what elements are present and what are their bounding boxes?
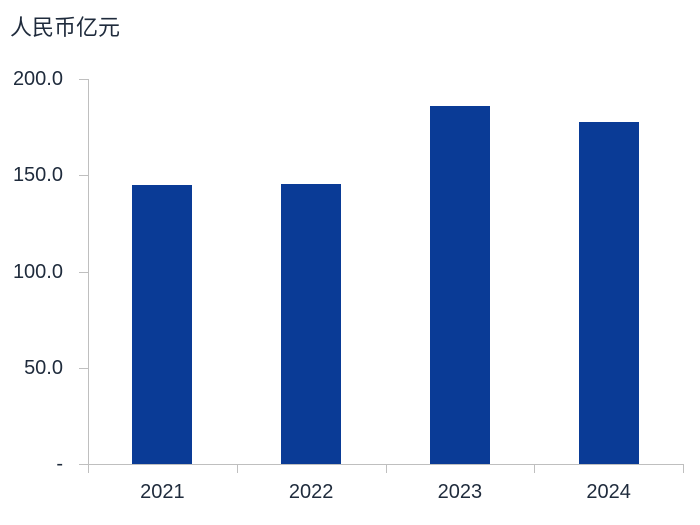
x-axis-tick	[236, 464, 238, 473]
y-tick-label: 50.0	[24, 356, 63, 379]
y-axis-tick	[79, 175, 88, 177]
y-axis-tick	[79, 367, 88, 369]
x-tick-label: 2022	[288, 481, 334, 503]
y-axis-tick	[79, 464, 88, 465]
x-tick-label: 2023	[437, 481, 483, 503]
bar	[578, 121, 639, 464]
y-tick-label: 150.0	[12, 164, 63, 187]
x-axis-tick	[385, 464, 387, 473]
y-axis-tick	[79, 79, 88, 80]
x-tick-label: 2021	[140, 481, 185, 503]
y-axis-tick	[79, 271, 88, 273]
y-tick-label: 100.0	[12, 260, 63, 283]
y-tick-label: 200.0	[12, 68, 63, 90]
y-tick-label: -	[56, 453, 63, 475]
x-axis-tick	[534, 464, 536, 473]
bar	[429, 105, 490, 464]
bar	[132, 184, 193, 464]
chart-title: 人民币亿元	[10, 15, 121, 40]
x-axis-tick	[88, 464, 89, 473]
x-axis-tick	[683, 464, 684, 473]
bar	[281, 183, 342, 464]
y-axis-line	[88, 79, 89, 465]
x-tick-label: 2024	[586, 481, 631, 503]
